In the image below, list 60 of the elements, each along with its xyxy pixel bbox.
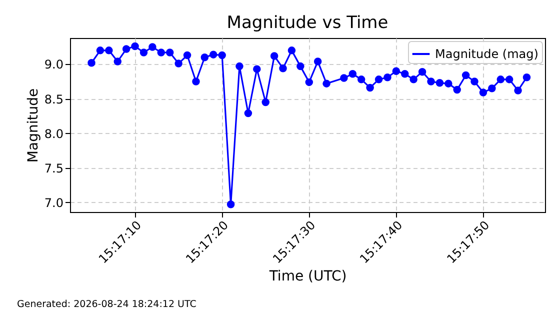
chart-title: Magnitude vs Time <box>226 13 388 33</box>
point <box>183 51 192 60</box>
point <box>209 50 218 58</box>
point <box>340 74 348 82</box>
text: Generated: 2026-08-24 18:24:12 UTC <box>17 299 197 310</box>
point <box>270 52 278 60</box>
point <box>470 78 478 86</box>
point <box>488 84 496 92</box>
point <box>166 48 174 56</box>
point <box>400 70 409 78</box>
y-tick-label: 7.0 <box>44 196 64 210</box>
point <box>392 67 400 76</box>
point <box>114 58 122 66</box>
legend-label: Magnitude (mag) <box>435 47 538 61</box>
y-tick-label: 9.0 <box>44 58 64 72</box>
point <box>192 78 200 86</box>
point <box>322 80 330 88</box>
point <box>410 76 418 84</box>
x-axis-title: Time (UTC) <box>268 268 347 284</box>
point <box>357 76 366 84</box>
y-tick-label: 7.5 <box>44 161 64 176</box>
point <box>479 88 488 96</box>
point <box>453 86 461 94</box>
point <box>366 84 374 92</box>
point <box>496 76 504 84</box>
point <box>374 76 383 84</box>
point <box>279 64 287 72</box>
y-tick-label: 8.0 <box>44 126 64 141</box>
point <box>436 79 444 87</box>
point <box>522 73 531 82</box>
point <box>348 70 357 78</box>
point <box>88 58 96 67</box>
point <box>505 76 514 84</box>
point <box>288 46 296 54</box>
point <box>253 65 261 73</box>
point <box>296 62 304 70</box>
point <box>122 45 130 53</box>
point <box>140 48 148 56</box>
point <box>174 60 182 68</box>
point <box>96 46 104 54</box>
point <box>514 86 522 94</box>
point <box>148 43 156 51</box>
point <box>226 200 235 208</box>
point <box>262 98 270 106</box>
point <box>236 62 244 70</box>
point <box>427 78 435 86</box>
y-tick-label: 8.5 <box>44 92 64 106</box>
y-axis-title: Magnitude <box>25 88 42 163</box>
point <box>131 42 139 50</box>
point <box>157 48 165 56</box>
point <box>218 51 226 60</box>
point <box>200 53 209 62</box>
point <box>305 78 314 86</box>
point <box>105 46 113 54</box>
point <box>418 68 426 76</box>
point <box>384 73 392 82</box>
point <box>444 80 452 88</box>
point <box>314 58 322 66</box>
point <box>462 71 470 80</box>
point <box>244 109 252 118</box>
